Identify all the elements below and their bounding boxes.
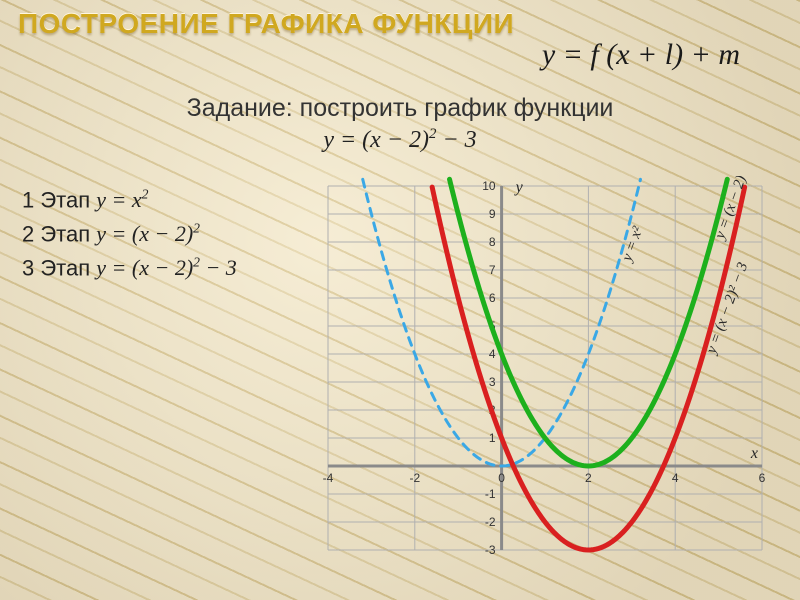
step-label: 1 Этап: [22, 187, 90, 212]
svg-text:6: 6: [759, 471, 766, 485]
step-1: 1 Этап y = x2: [22, 178, 237, 212]
svg-text:8: 8: [489, 235, 496, 249]
svg-text:10: 10: [482, 179, 496, 193]
step-formula: y = x2: [96, 187, 148, 212]
svg-text:7: 7: [489, 263, 496, 277]
task-text: Задание: построить график функции: [0, 94, 800, 123]
y-axis-label: y: [514, 179, 524, 196]
chart-svg: -4-20246-3-2-112345678910xyy = x²y = (x …: [286, 176, 776, 576]
svg-text:-4: -4: [323, 471, 334, 485]
svg-text:6: 6: [489, 291, 496, 305]
step-3: 3 Этап y = (x − 2)2 − 3: [22, 246, 237, 280]
series-label: y = (x − 2)² − 3: [703, 260, 751, 357]
svg-text:-1: -1: [485, 487, 496, 501]
svg-text:4: 4: [672, 471, 679, 485]
svg-text:4: 4: [489, 347, 496, 361]
general-formula: y = f (x + l) + m: [542, 38, 740, 72]
svg-text:-2: -2: [485, 515, 496, 529]
step-formula: y = (x − 2)2 − 3: [96, 255, 237, 280]
svg-text:0: 0: [498, 471, 505, 485]
slide-title: ПОСТРОЕНИЕ ГРАФИКА ФУНКЦИИ: [18, 8, 514, 40]
step-2: 2 Этап y = (x − 2)2: [22, 212, 237, 246]
steps-list: 1 Этап y = x2 2 Этап y = (x − 2)2 3 Этап…: [22, 178, 237, 280]
step-label: 2 Этап: [22, 221, 90, 246]
chart: -4-20246-3-2-112345678910xyy = x²y = (x …: [286, 176, 776, 576]
svg-text:1: 1: [489, 431, 496, 445]
slide: ПОСТРОЕНИЕ ГРАФИКА ФУНКЦИИ y = f (x + l)…: [0, 0, 800, 600]
task-formula: y = (x − 2)2 − 3: [0, 126, 800, 154]
x-axis-label: x: [750, 445, 758, 462]
svg-text:2: 2: [585, 471, 592, 485]
step-label: 3 Этап: [22, 255, 90, 280]
svg-text:9: 9: [489, 207, 496, 221]
svg-text:-2: -2: [409, 471, 420, 485]
svg-text:-3: -3: [485, 543, 496, 557]
step-formula: y = (x − 2)2: [96, 221, 200, 246]
svg-text:3: 3: [489, 375, 496, 389]
